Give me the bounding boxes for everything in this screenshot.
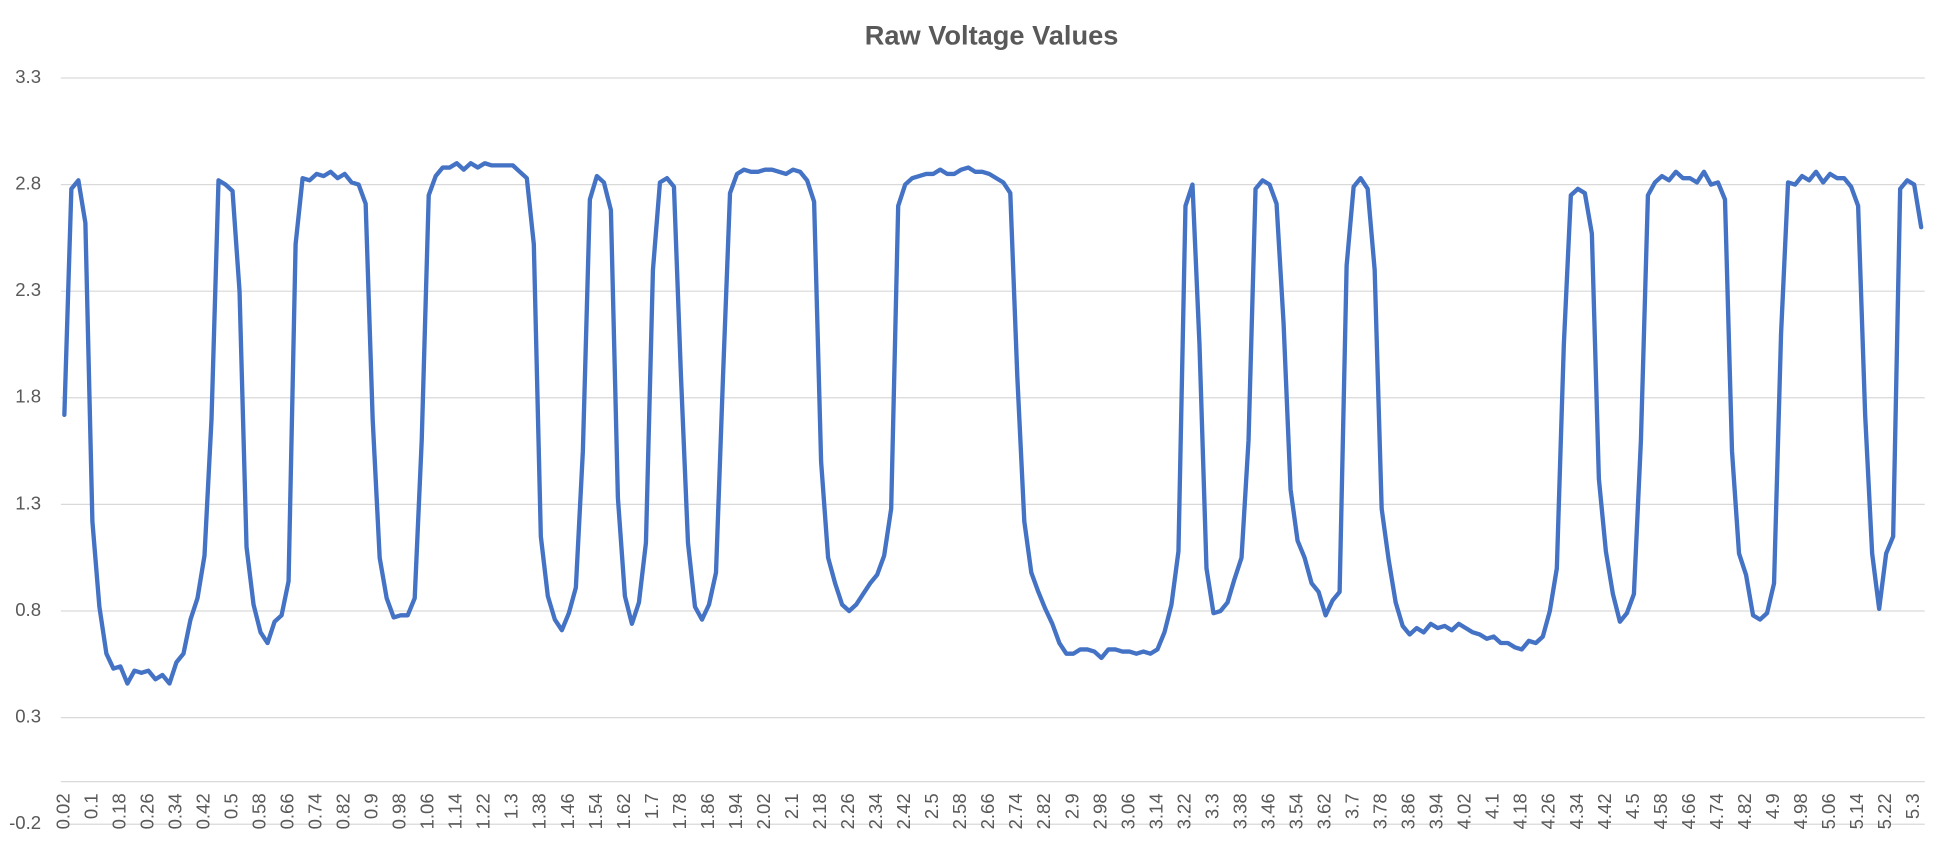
x-tick-label: 4.18 [1510,793,1531,829]
x-tick-label: 2.34 [865,793,886,829]
x-tick-label: 1.78 [669,793,690,829]
x-tick-label: 2.1 [781,793,802,819]
x-tick-label: 3.06 [1117,793,1138,829]
x-tick-label: 0.5 [220,793,241,819]
y-tick-label: 3.3 [15,66,41,87]
x-tick-label: 0.9 [361,793,382,819]
x-tick-label: 0.02 [52,793,73,829]
x-tick-label: 5.3 [1902,793,1923,819]
x-tick-label: 0.58 [248,793,269,829]
x-tick-label: 2.9 [1061,793,1082,819]
x-tick-label: 1.54 [585,793,606,829]
data-line [62,161,1924,686]
x-tick-label: 2.26 [837,793,858,829]
x-tick-label: 4.02 [1454,793,1475,829]
x-tick-label: 2.82 [1033,793,1054,829]
x-tick-label: 0.82 [333,793,354,829]
x-tick-label: 2.42 [893,793,914,829]
y-tick-label: 1.3 [15,492,41,513]
x-tick-label: 5.06 [1818,793,1839,829]
x-tick-label: 2.66 [977,793,998,829]
x-tick-label: 3.94 [1426,793,1447,829]
x-tick-label: 3.78 [1370,793,1391,829]
x-tick-label: 3.54 [1285,793,1306,829]
x-tick-label: 4.26 [1538,793,1559,829]
x-tick-label: 4.98 [1790,793,1811,829]
x-tick-label: 1.7 [641,793,662,819]
x-tick-label: 1.62 [613,793,634,829]
x-tick-label: 1.14 [445,793,466,829]
chart-title: Raw Voltage Values [865,19,1119,50]
x-tick-label: 2.98 [1089,793,1110,829]
x-tick-label: 0.66 [276,793,297,829]
x-tick-label: 3.38 [1229,793,1250,829]
x-tick-label: 1.94 [725,793,746,829]
x-tick-label: 4.82 [1734,793,1755,829]
x-tick-label: 0.34 [164,793,185,829]
x-tick-label: 2.58 [949,793,970,829]
x-tick-label: 0.98 [389,793,410,829]
x-tick-label: 2.18 [809,793,830,829]
x-tick-label: 5.22 [1874,793,1895,829]
x-tick-label: 4.5 [1622,793,1643,819]
x-tick-label: 1.3 [501,793,522,819]
y-tick-label: 2.8 [15,172,41,193]
y-tick-label: 0.8 [15,599,41,620]
x-tick-label: 4.74 [1706,793,1727,829]
x-tick-label: 1.22 [473,793,494,829]
x-tick-label: 3.62 [1314,793,1335,829]
y-tick-label: 1.8 [15,386,41,407]
x-tick-label: 3.14 [1145,793,1166,829]
x-tick-label: 3.46 [1257,793,1278,829]
x-tick-label: 2.02 [753,793,774,829]
y-tick-label: -0.2 [9,812,41,833]
x-tick-label: 4.42 [1594,793,1615,829]
x-tick-label: 1.46 [557,793,578,829]
x-tick-label: 1.86 [697,793,718,829]
x-tick-label: 0.18 [108,793,129,829]
x-tick-label: 4.66 [1678,793,1699,829]
x-tick-label: 2.74 [1005,793,1026,829]
x-tick-label: 0.42 [192,793,213,829]
x-tick-label: 1.06 [417,793,438,829]
x-tick-label: 2.5 [921,793,942,819]
x-tick-label: 3.22 [1173,793,1194,829]
x-tick-label: 3.7 [1342,793,1363,819]
x-tick-label: 0.26 [136,793,157,829]
x-tick-label: 4.58 [1650,793,1671,829]
x-tick-label: 0.74 [305,793,326,829]
y-tick-label: 0.3 [15,706,41,727]
x-tick-label: 3.3 [1201,793,1222,819]
x-tick-label: 4.34 [1566,793,1587,829]
x-tick-label: 5.14 [1846,793,1867,829]
x-tick-label: 4.9 [1762,793,1783,819]
x-tick-label: 3.86 [1398,793,1419,829]
x-tick-label: 1.38 [529,793,550,829]
x-tick-label: 4.1 [1482,793,1503,819]
y-tick-label: 2.3 [15,279,41,300]
x-tick-label: 0.1 [80,793,101,819]
